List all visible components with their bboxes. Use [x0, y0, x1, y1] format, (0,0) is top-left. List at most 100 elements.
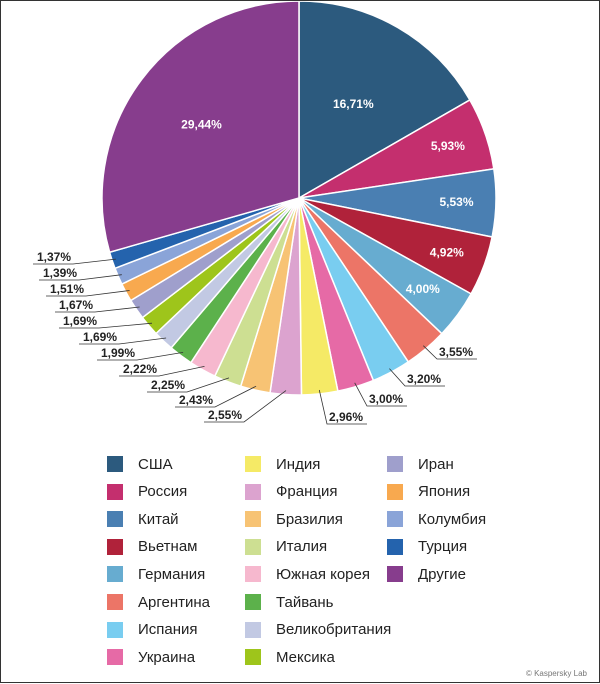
slice-labels: 16,71% 5,93% 5,53% 4,92% 4,00% 3,55% 3,20% 3,00…: [37, 97, 474, 424]
slice-label-германия: 4,00%: [406, 282, 440, 296]
legend-label: Мексика: [276, 648, 335, 666]
legend-swatch: [387, 566, 403, 583]
leader-line-мексика: [59, 322, 153, 329]
pie-slices: [101, 1, 497, 396]
legend-label: Япония: [418, 483, 471, 501]
copyright-text: © Kaspersky Lab: [525, 669, 587, 678]
legend-swatch: [387, 511, 403, 528]
legend-label: Украина: [138, 648, 196, 666]
leader-lines: [33, 258, 477, 425]
leader-line-колумбия: [39, 274, 122, 281]
legend-item: Аргентина: [107, 591, 210, 613]
legend-item: Россия: [107, 481, 187, 503]
legend-item: Тайвань: [245, 591, 333, 613]
legend-swatch: [245, 456, 261, 472]
legend-swatch: [107, 594, 123, 610]
legend-label: Франция: [276, 483, 338, 501]
leader-line-франция: [204, 390, 287, 423]
legend-label: Другие: [418, 565, 467, 583]
legend-item: Мексика: [245, 646, 335, 668]
legend-swatch: [245, 483, 261, 500]
legend-item: Иран: [387, 453, 454, 475]
leader-line-тайвань: [97, 352, 184, 361]
pie-slice-другие: [101, 1, 300, 254]
legend-label: Аргентина: [138, 593, 210, 611]
pie-slice-сша: [298, 1, 471, 200]
legend-label: Бразилия: [276, 510, 343, 528]
leader-line-украина: [354, 382, 407, 407]
slice-label-италия: 2,25%: [151, 378, 185, 392]
legend-label: Вьетнам: [138, 538, 198, 556]
legend-item: Япония: [387, 481, 470, 503]
leader-line-аргентина: [423, 345, 477, 360]
leader-line-япония: [46, 290, 130, 297]
legend-swatch: [245, 649, 261, 666]
legend-swatch: [245, 511, 261, 528]
legend-item: Украина: [107, 646, 195, 668]
legend-item: Китай: [107, 508, 179, 530]
legend-item: Турция: [387, 536, 467, 558]
legend-item: США: [107, 453, 173, 475]
legend-swatch: [245, 566, 261, 583]
legend-label: Италия: [276, 538, 328, 556]
leader-line-италия: [147, 377, 230, 393]
slice-label-южная-корея: 2,22%: [123, 362, 157, 376]
legend-item: Италия: [245, 536, 327, 558]
slice-label-другие: 29,44%: [181, 118, 222, 132]
legend-swatch: [107, 456, 123, 472]
legend-label: Германия: [138, 565, 206, 583]
legend-label: Великобритания: [276, 621, 392, 639]
slice-label-мексика: 1,69%: [63, 314, 97, 328]
slice-label-иран: 1,67%: [59, 298, 93, 312]
legend-label: Турция: [418, 538, 468, 556]
leader-line-бразилия: [175, 385, 257, 408]
legend-label: Россия: [138, 483, 188, 501]
legend-swatch: [387, 483, 403, 500]
slice-label-вьетнам: 4,92%: [430, 246, 464, 260]
legend-item: Франция: [245, 481, 337, 503]
legend-swatch: [245, 621, 261, 638]
legend-label: Китай: [138, 510, 179, 528]
legend-item: Вьетнам: [107, 536, 197, 558]
legend-swatch: [387, 456, 403, 472]
slice-label-тайвань: 1,99%: [101, 346, 135, 360]
legend-swatch: [107, 566, 123, 583]
slice-label-колумбия: 1,39%: [43, 266, 77, 280]
legend-item: Колумбия: [387, 508, 486, 530]
legend-swatch: [387, 538, 403, 555]
legend-label: Иран: [418, 455, 454, 473]
slice-label-аргентина: 3,55%: [439, 345, 473, 359]
slice-label-индия: 2,96%: [329, 410, 363, 424]
leader-line-индия: [318, 389, 367, 425]
legend-swatch: [107, 649, 123, 666]
legend-label: Тайвань: [276, 593, 334, 611]
legend-label: Испания: [138, 621, 198, 639]
leader-line-южная-корея: [119, 366, 205, 377]
legend-item: Бразилия: [245, 508, 343, 530]
legend-swatch: [245, 538, 261, 555]
slice-label-великобритания: 1,69%: [83, 330, 117, 344]
legend-label: Индия: [276, 455, 321, 473]
legend-item: Другие: [387, 563, 466, 585]
leader-line-турция: [33, 258, 116, 265]
legend-label: Южная корея: [276, 565, 370, 583]
legend-swatch: [107, 538, 123, 555]
slice-label-бразилия: 2,43%: [179, 393, 213, 407]
leader-line-испания: [389, 368, 445, 387]
slice-label-турция: 1,37%: [37, 250, 71, 264]
leader-line-великобритания: [79, 337, 167, 345]
legend-item: Индия: [245, 453, 320, 475]
legend-swatch: [107, 621, 123, 638]
slice-label-испания: 3,20%: [407, 372, 441, 386]
slice-label-франция: 2,55%: [208, 408, 242, 422]
legend: США Россия Китай Вьетнам Германия Аргентина Ис…: [107, 453, 527, 678]
legend-item: Великобритания: [245, 619, 391, 641]
legend-swatch: [107, 483, 123, 500]
legend-label: США: [138, 455, 173, 473]
slice-label-китай: 5,53%: [439, 195, 473, 209]
legend-item: Германия: [107, 563, 205, 585]
slice-label-украина: 3,00%: [369, 392, 403, 406]
legend-swatch: [245, 594, 261, 610]
